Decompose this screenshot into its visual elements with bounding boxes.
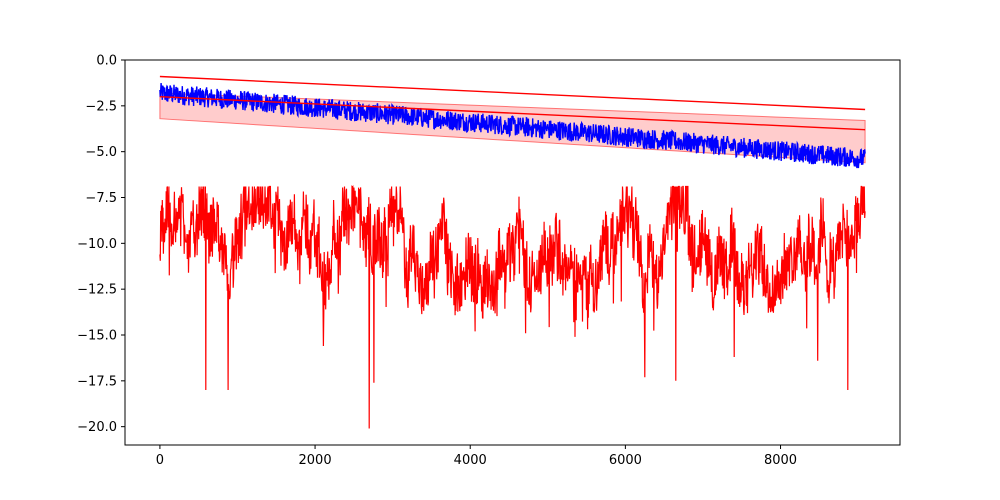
y-axis: 0.0 −2.5 −5.0 −7.5 −10.0 −12.5 −15.0 −17.5 −20.0 (77, 54, 125, 435)
y-tick-label: −15.0 (77, 329, 117, 344)
x-tick-label: 0 (156, 453, 164, 468)
series-layer (159, 75, 866, 429)
x-tick-label: 8000 (764, 453, 797, 468)
y-tick-label: −20.0 (77, 420, 117, 435)
x-axis: 0 2000 4000 6000 8000 (156, 445, 797, 468)
series-blue-signal (159, 83, 866, 169)
plot-frame (124, 59, 901, 446)
y-tick-label: −17.5 (77, 374, 117, 389)
y-tick-label: −12.5 (77, 283, 117, 298)
y-tick-label: −5.0 (85, 145, 117, 160)
y-tick-label: 0.0 (96, 54, 117, 69)
x-tick-label: 2000 (299, 453, 332, 468)
y-tick-label: −7.5 (85, 191, 117, 206)
trend-line-3 (159, 95, 866, 131)
x-tick-label: 6000 (609, 453, 642, 468)
y-tick-label: −10.0 (77, 237, 117, 252)
series-red-signal (159, 185, 866, 429)
y-tick-label: −2.5 (85, 99, 117, 114)
x-tick-label: 4000 (454, 453, 487, 468)
trend-line-2 (159, 75, 866, 111)
